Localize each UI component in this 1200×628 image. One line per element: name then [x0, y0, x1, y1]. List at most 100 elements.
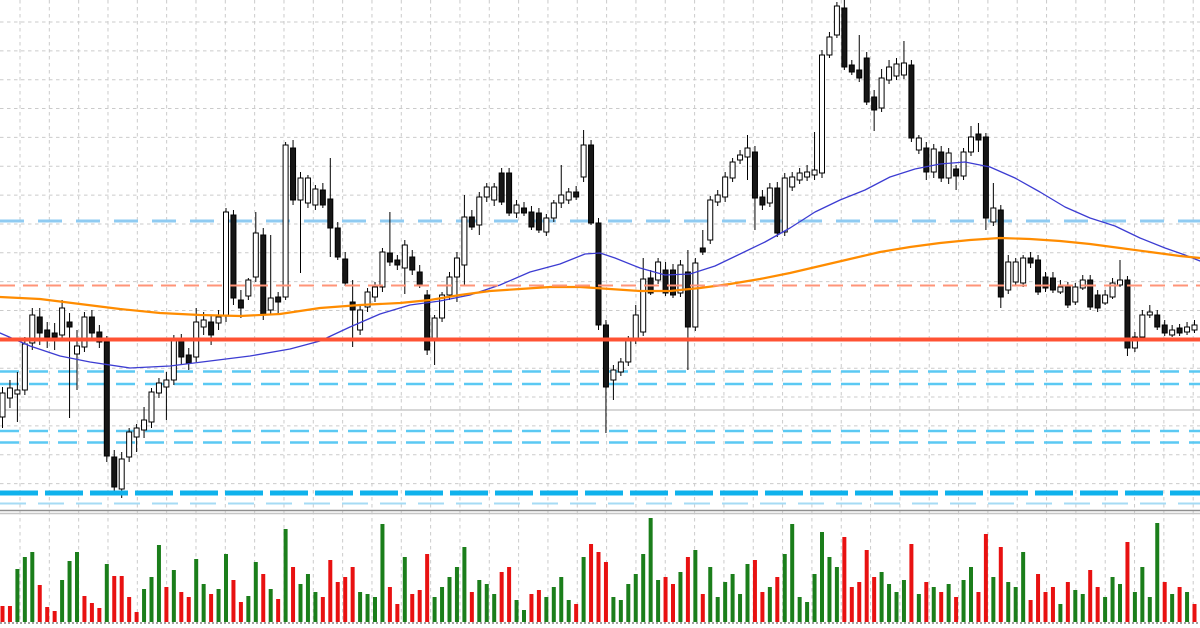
volume-bar-down: [0, 606, 5, 622]
volume-bar-up: [1140, 567, 1145, 622]
volume-bar-up: [656, 580, 661, 622]
candle-bullish: [297, 172, 304, 273]
volume-bar-down: [998, 547, 1003, 622]
volume-bar-up: [544, 597, 549, 622]
candle-bullish: [878, 69, 885, 112]
volume-bar-down: [134, 612, 139, 622]
candle-bullish: [1079, 275, 1086, 290]
volume-bar-down: [1065, 582, 1070, 622]
volume-bar-up: [440, 587, 445, 622]
volume-bar-up: [566, 600, 571, 622]
panel-separator: [0, 509, 1200, 515]
candle-body: [521, 207, 527, 214]
candle-body: [513, 204, 520, 214]
volume-bar-up: [305, 574, 310, 622]
candle-bullish: [163, 372, 170, 420]
volume-bar-up: [60, 580, 65, 622]
candle-bearish: [1154, 310, 1161, 330]
candle-bullish: [677, 260, 684, 297]
volume-bar-up: [462, 547, 467, 622]
candle-bullish: [245, 278, 252, 300]
candle-bearish: [103, 336, 110, 462]
candle-bearish: [409, 250, 416, 275]
candle-bullish: [766, 183, 773, 207]
volume-bar-down: [1036, 574, 1041, 622]
candle-body: [915, 137, 922, 151]
candle-body: [670, 269, 676, 296]
candle-bearish: [953, 165, 960, 190]
volume-bar-up: [715, 597, 720, 622]
volume-bar-up: [246, 596, 251, 622]
candle-body: [1020, 257, 1027, 284]
candle-bearish: [1042, 272, 1049, 292]
volume-bar-down: [1125, 542, 1130, 622]
volume-bar-up: [313, 592, 318, 622]
candle-bullish: [1139, 310, 1146, 340]
volume-bar-down: [529, 594, 534, 622]
candle-body: [1072, 286, 1079, 303]
candle-body: [625, 339, 632, 363]
candle-bearish: [342, 252, 349, 286]
candle-bearish: [863, 52, 870, 105]
candle-bearish: [774, 182, 781, 237]
volume-bar-up: [156, 545, 161, 622]
volume-bar-up: [961, 580, 966, 622]
volume-bar-down: [574, 604, 579, 622]
candle-bullish: [118, 452, 125, 498]
candle-bullish: [893, 58, 900, 80]
candle-bearish: [327, 158, 334, 257]
volume-bar-up: [693, 550, 698, 622]
candle-body: [178, 339, 185, 358]
candle-body: [379, 251, 386, 288]
candle-bullish: [59, 300, 66, 340]
volume-bar-down: [872, 577, 877, 622]
candle-body: [1131, 336, 1138, 349]
candle-body: [640, 278, 647, 333]
candle-body: [968, 136, 974, 153]
volume-bar-up: [1103, 597, 1108, 622]
candle-body: [1146, 311, 1153, 316]
candle-body: [692, 262, 699, 328]
candle-body: [51, 332, 58, 338]
volume-bar-up: [790, 524, 795, 622]
candle-body: [1191, 324, 1198, 331]
volume-bar-down: [700, 594, 705, 622]
candle-bearish: [506, 168, 513, 216]
candle-bearish: [88, 310, 95, 340]
candle-body: [759, 196, 766, 206]
volume-bar-down: [1043, 592, 1048, 622]
volume-bar-down: [395, 604, 400, 622]
candle-body: [1124, 279, 1131, 349]
volume-bar-up: [514, 600, 519, 622]
volume-bar-down: [976, 592, 981, 622]
volume-bar-down: [1177, 587, 1182, 622]
candle-body: [506, 172, 513, 214]
candle-body: [342, 258, 349, 284]
volume-bar-down: [752, 560, 757, 622]
volume-bar-up: [358, 592, 363, 622]
volume-bar-down: [499, 572, 504, 622]
candle-bearish: [1161, 320, 1168, 336]
candle-bullish: [1005, 255, 1012, 294]
candle-body: [796, 172, 803, 181]
candle-bearish: [237, 290, 244, 318]
volume-bar-down: [589, 544, 594, 622]
volume-bar-up: [283, 529, 288, 622]
volume-bar-up: [991, 577, 996, 622]
candle-bearish: [468, 210, 475, 230]
candle-body: [88, 316, 95, 334]
volume-bar-up: [901, 580, 906, 622]
candle-body: [1087, 279, 1094, 308]
candle-body: [141, 419, 148, 431]
candle-bearish: [670, 264, 676, 298]
candle-body: [997, 209, 1004, 298]
candle-bullish: [1131, 332, 1138, 352]
candle-bearish: [751, 146, 758, 230]
candle-bullish: [0, 387, 6, 428]
candle-bearish: [334, 222, 341, 260]
candle-bullish: [640, 258, 647, 336]
candle-body: [364, 291, 371, 308]
candle-body: [163, 379, 170, 388]
candle-bullish: [707, 196, 714, 244]
